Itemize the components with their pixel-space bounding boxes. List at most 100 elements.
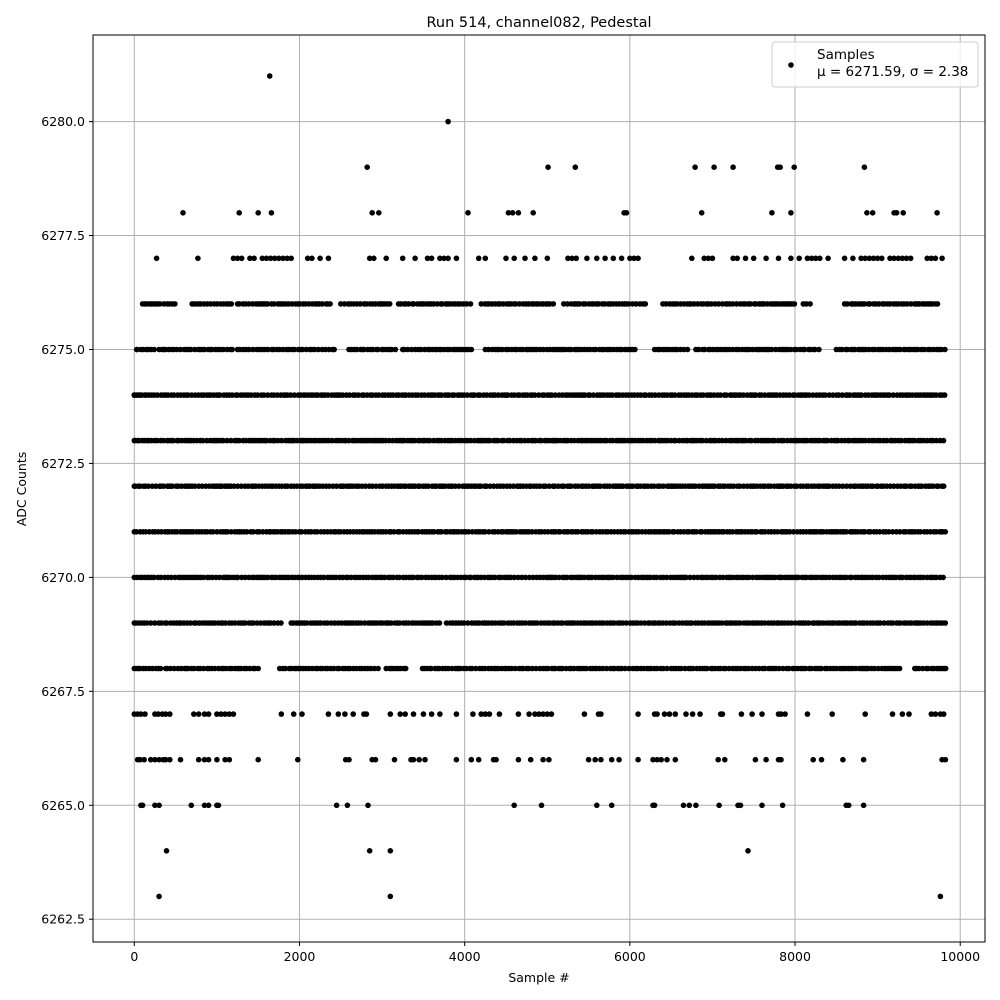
data-point: [205, 802, 212, 809]
data-point: [468, 346, 475, 353]
data-point: [672, 756, 679, 763]
data-point: [818, 756, 825, 763]
data-point: [940, 437, 947, 444]
data-point: [737, 802, 744, 809]
data-point: [200, 574, 207, 581]
data-point: [229, 346, 235, 353]
data-point: [255, 756, 261, 763]
data-point: [445, 255, 451, 262]
data-point: [456, 483, 462, 490]
data-point: [496, 711, 503, 717]
data-point: [887, 255, 893, 262]
data-point: [864, 210, 870, 216]
data-point: [585, 756, 592, 763]
data-point: [664, 756, 670, 763]
data-point: [137, 756, 143, 763]
data-point: [428, 711, 435, 717]
data-point: [622, 665, 628, 672]
data-point: [148, 620, 154, 626]
data-point: [152, 620, 158, 626]
data-point: [511, 802, 517, 809]
data-point: [482, 711, 489, 717]
data-point: [309, 255, 315, 262]
data-point: [822, 392, 829, 398]
data-point: [742, 255, 749, 262]
y-tick-label: 6270.0: [41, 570, 85, 585]
data-point: [642, 301, 649, 307]
data-point: [335, 711, 342, 717]
data-point: [342, 711, 348, 717]
data-point: [899, 255, 906, 262]
data-point: [812, 255, 819, 262]
legend-box: [771, 41, 979, 88]
data-point: [271, 301, 277, 307]
data-point: [226, 756, 233, 763]
data-point: [375, 665, 381, 672]
data-point: [278, 620, 284, 626]
data-point: [387, 848, 394, 854]
data-point: [290, 711, 297, 717]
data-point: [526, 711, 532, 717]
data-point: [443, 574, 450, 581]
data-point: [527, 756, 534, 763]
data-point: [768, 346, 775, 353]
data-point: [907, 255, 914, 262]
data-point: [162, 756, 169, 763]
data-point: [365, 802, 371, 809]
data-point: [172, 301, 178, 307]
data-point: [217, 392, 223, 398]
data-point: [788, 255, 794, 262]
data-point: [839, 483, 846, 490]
data-point: [678, 665, 684, 672]
data-point: [941, 392, 948, 398]
data-point: [608, 756, 615, 763]
data-point: [565, 255, 571, 262]
data-point: [942, 529, 949, 535]
legend-label: Samples: [817, 47, 875, 63]
data-point: [623, 210, 630, 216]
data-point: [425, 483, 432, 490]
chart-title: Run 514, channel082, Pedestal: [426, 15, 651, 31]
data-point: [369, 210, 376, 216]
data-point: [267, 255, 274, 262]
data-point: [142, 711, 148, 717]
data-point: [250, 529, 256, 535]
data-point: [453, 756, 460, 763]
data-point: [192, 483, 198, 490]
data-point: [759, 802, 765, 809]
data-point: [346, 756, 352, 763]
data-point: [482, 529, 488, 535]
data-point: [934, 210, 940, 216]
data-point: [532, 392, 538, 398]
data-point: [304, 620, 310, 626]
data-point: [230, 711, 237, 717]
data-point: [584, 255, 590, 262]
data-point: [145, 483, 152, 490]
data-point: [942, 620, 949, 626]
data-point: [167, 756, 173, 763]
data-point: [244, 529, 250, 535]
data-point: [730, 255, 736, 262]
data-point: [234, 574, 241, 581]
data-point: [503, 255, 509, 262]
data-point: [693, 802, 699, 809]
data-point: [593, 346, 599, 353]
data-point: [230, 255, 237, 262]
data-point: [532, 711, 538, 717]
data-point: [445, 118, 451, 125]
data-point: [218, 711, 224, 717]
data-point: [344, 802, 351, 809]
data-point: [177, 756, 184, 763]
data-point: [236, 437, 243, 444]
data-point: [321, 574, 327, 581]
data-point: [897, 529, 903, 535]
y-tick-label: 6280.0: [41, 114, 85, 129]
data-point: [288, 255, 295, 262]
data-point: [132, 437, 138, 444]
data-point: [214, 756, 220, 763]
data-point: [843, 529, 850, 535]
data-point: [594, 802, 600, 809]
data-point: [730, 164, 736, 170]
data-point: [234, 255, 241, 262]
